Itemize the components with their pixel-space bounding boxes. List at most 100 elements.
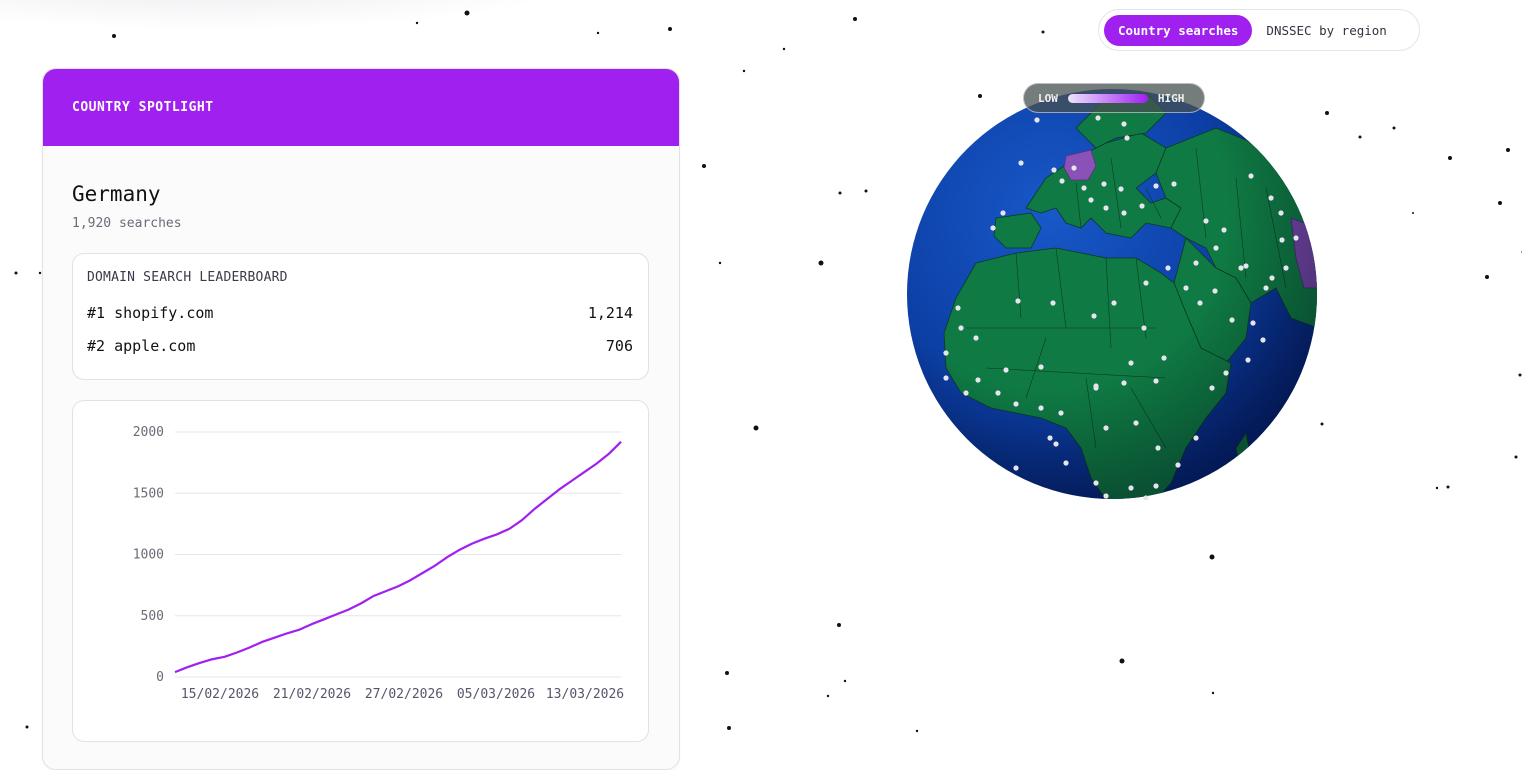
legend-high-label: HIGH xyxy=(1158,92,1185,105)
star-dot xyxy=(597,32,599,34)
star-dot xyxy=(819,261,824,266)
city-marker[interactable] xyxy=(1153,183,1158,188)
city-marker[interactable] xyxy=(1053,441,1058,446)
city-marker[interactable] xyxy=(1058,410,1063,415)
star-dot xyxy=(112,34,116,38)
city-marker[interactable] xyxy=(995,390,1000,395)
city-marker[interactable] xyxy=(1213,245,1218,250)
globe[interactable] xyxy=(906,88,1318,500)
globe-shading xyxy=(907,89,1317,499)
city-marker[interactable] xyxy=(1015,298,1020,303)
city-marker[interactable] xyxy=(1238,265,1243,270)
city-marker[interactable] xyxy=(990,225,995,230)
city-marker[interactable] xyxy=(1161,355,1166,360)
city-marker[interactable] xyxy=(1121,210,1126,215)
city-marker[interactable] xyxy=(1250,320,1255,325)
city-marker[interactable] xyxy=(1018,160,1023,165)
y-tick-label: 1000 xyxy=(133,548,164,563)
city-marker[interactable] xyxy=(958,325,963,330)
city-marker[interactable] xyxy=(1124,135,1129,140)
city-marker[interactable] xyxy=(1003,367,1008,372)
city-marker[interactable] xyxy=(1153,378,1158,383)
city-marker[interactable] xyxy=(1193,435,1198,440)
city-marker[interactable] xyxy=(1139,203,1144,208)
city-marker[interactable] xyxy=(1013,465,1018,470)
city-marker[interactable] xyxy=(1103,493,1108,498)
city-marker[interactable] xyxy=(1118,186,1123,191)
leaderboard-title: DOMAIN SEARCH LEADERBOARD xyxy=(87,270,633,285)
city-marker[interactable] xyxy=(1103,205,1108,210)
city-marker[interactable] xyxy=(1121,121,1126,126)
star-dot xyxy=(668,27,672,31)
city-marker[interactable] xyxy=(1143,280,1148,285)
card-header-title: COUNTRY SPOTLIGHT xyxy=(72,100,214,115)
city-marker[interactable] xyxy=(1278,210,1283,215)
city-marker[interactable] xyxy=(1203,218,1208,223)
city-marker[interactable] xyxy=(943,375,948,380)
city-marker[interactable] xyxy=(1141,325,1146,330)
city-marker[interactable] xyxy=(1175,462,1180,467)
country-searches-tab[interactable]: Country searches xyxy=(1104,15,1252,46)
city-marker[interactable] xyxy=(1209,385,1214,390)
city-marker[interactable] xyxy=(1128,360,1133,365)
city-marker[interactable] xyxy=(1193,260,1198,265)
city-marker[interactable] xyxy=(1268,195,1273,200)
city-marker[interactable] xyxy=(1223,370,1228,375)
city-marker[interactable] xyxy=(1091,313,1096,318)
city-marker[interactable] xyxy=(1103,425,1108,430)
city-marker[interactable] xyxy=(1197,300,1202,305)
city-marker[interactable] xyxy=(1111,300,1116,305)
city-marker[interactable] xyxy=(1081,185,1086,190)
city-marker[interactable] xyxy=(1093,383,1098,388)
city-marker[interactable] xyxy=(1038,364,1043,369)
city-marker[interactable] xyxy=(1165,265,1170,270)
city-marker[interactable] xyxy=(1183,285,1188,290)
city-marker[interactable] xyxy=(1221,227,1226,232)
city-marker[interactable] xyxy=(1095,115,1100,120)
y-tick-label: 500 xyxy=(141,609,164,624)
city-marker[interactable] xyxy=(1121,380,1126,385)
star-dot xyxy=(783,48,785,50)
city-marker[interactable] xyxy=(1171,181,1176,186)
city-marker[interactable] xyxy=(1153,483,1158,488)
city-marker[interactable] xyxy=(1063,460,1068,465)
city-marker[interactable] xyxy=(1269,275,1274,280)
star-dot xyxy=(916,730,918,732)
city-marker[interactable] xyxy=(1088,197,1093,202)
city-marker[interactable] xyxy=(1034,117,1039,122)
leaderboard-row: #2 apple.com 706 xyxy=(87,337,633,355)
city-marker[interactable] xyxy=(1283,265,1288,270)
city-marker[interactable] xyxy=(943,350,948,355)
city-marker[interactable] xyxy=(1047,435,1052,440)
city-marker[interactable] xyxy=(1013,401,1018,406)
city-marker[interactable] xyxy=(1128,485,1133,490)
city-marker[interactable] xyxy=(1000,210,1005,215)
city-marker[interactable] xyxy=(975,377,980,382)
city-marker[interactable] xyxy=(1051,167,1056,172)
city-marker[interactable] xyxy=(1071,165,1076,170)
city-marker[interactable] xyxy=(963,390,968,395)
city-marker[interactable] xyxy=(1229,317,1234,322)
city-marker[interactable] xyxy=(1243,263,1248,268)
city-marker[interactable] xyxy=(1260,337,1265,342)
city-marker[interactable] xyxy=(1050,300,1055,305)
city-marker[interactable] xyxy=(1293,235,1298,240)
city-marker[interactable] xyxy=(1263,285,1268,290)
city-marker[interactable] xyxy=(1155,445,1160,450)
city-marker[interactable] xyxy=(1101,181,1106,186)
city-marker[interactable] xyxy=(1212,288,1217,293)
x-tick-label: 21/02/2026 xyxy=(273,687,351,702)
city-marker[interactable] xyxy=(973,335,978,340)
dnssec-by-region-tab[interactable]: DNSSEC by region xyxy=(1252,15,1400,46)
city-marker[interactable] xyxy=(1038,405,1043,410)
city-marker[interactable] xyxy=(1059,178,1064,183)
city-marker[interactable] xyxy=(1245,357,1250,362)
city-marker[interactable] xyxy=(1248,173,1253,178)
city-marker[interactable] xyxy=(1279,237,1284,242)
city-marker[interactable] xyxy=(955,305,960,310)
city-marker[interactable] xyxy=(1133,420,1138,425)
globe-svg[interactable] xyxy=(906,88,1318,500)
city-marker[interactable] xyxy=(1093,480,1098,485)
